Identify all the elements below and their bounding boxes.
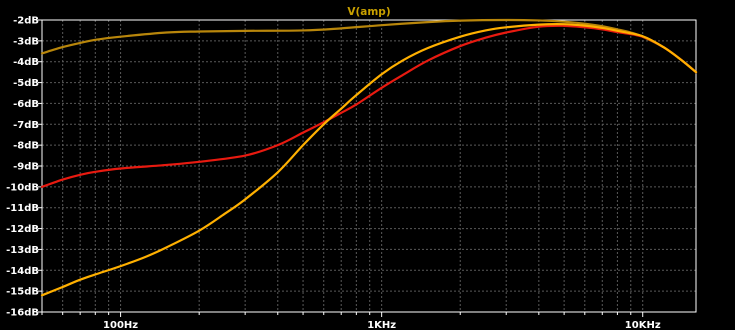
x-axis-labels: 100Hz 1KHz 10KHz bbox=[103, 320, 661, 330]
y-tick-label: -2dB bbox=[13, 16, 39, 27]
y-tick-label: -3dB bbox=[13, 36, 39, 47]
y-tick-label: -13dB bbox=[6, 245, 39, 256]
y-tick-label: -5dB bbox=[13, 78, 39, 89]
y-axis-labels: -2dB -3dB -4dB -5dB -6dB -7dB -8dB -9dB -10dB -11… bbox=[6, 16, 39, 319]
grid-lines bbox=[38, 19, 696, 317]
plot-frame bbox=[41, 19, 697, 313]
y-tick-label: -11dB bbox=[6, 203, 39, 214]
series-layer bbox=[40, 18, 698, 297]
y-tick-label: -9dB bbox=[13, 162, 39, 173]
y-tick-label: -7dB bbox=[13, 120, 39, 131]
y-tick-label: -15dB bbox=[6, 287, 39, 298]
y-tick-label: -8dB bbox=[13, 141, 39, 152]
series-line-2 bbox=[40, 24, 698, 188]
x-tick-label: 10KHz bbox=[625, 320, 661, 330]
y-tick-label: -12dB bbox=[6, 224, 39, 235]
x-tick-label: 1KHz bbox=[367, 320, 396, 330]
x-tick-label: 100Hz bbox=[103, 320, 138, 330]
chart-title: V(amp) bbox=[347, 6, 390, 18]
series-line-3 bbox=[40, 22, 698, 297]
y-tick-label: -6dB bbox=[13, 99, 39, 110]
y-tick-label: -14dB bbox=[6, 266, 39, 277]
y-tick-label: -16dB bbox=[6, 308, 39, 319]
y-tick-label: -10dB bbox=[6, 182, 39, 193]
y-tick-label: -4dB bbox=[13, 57, 39, 68]
